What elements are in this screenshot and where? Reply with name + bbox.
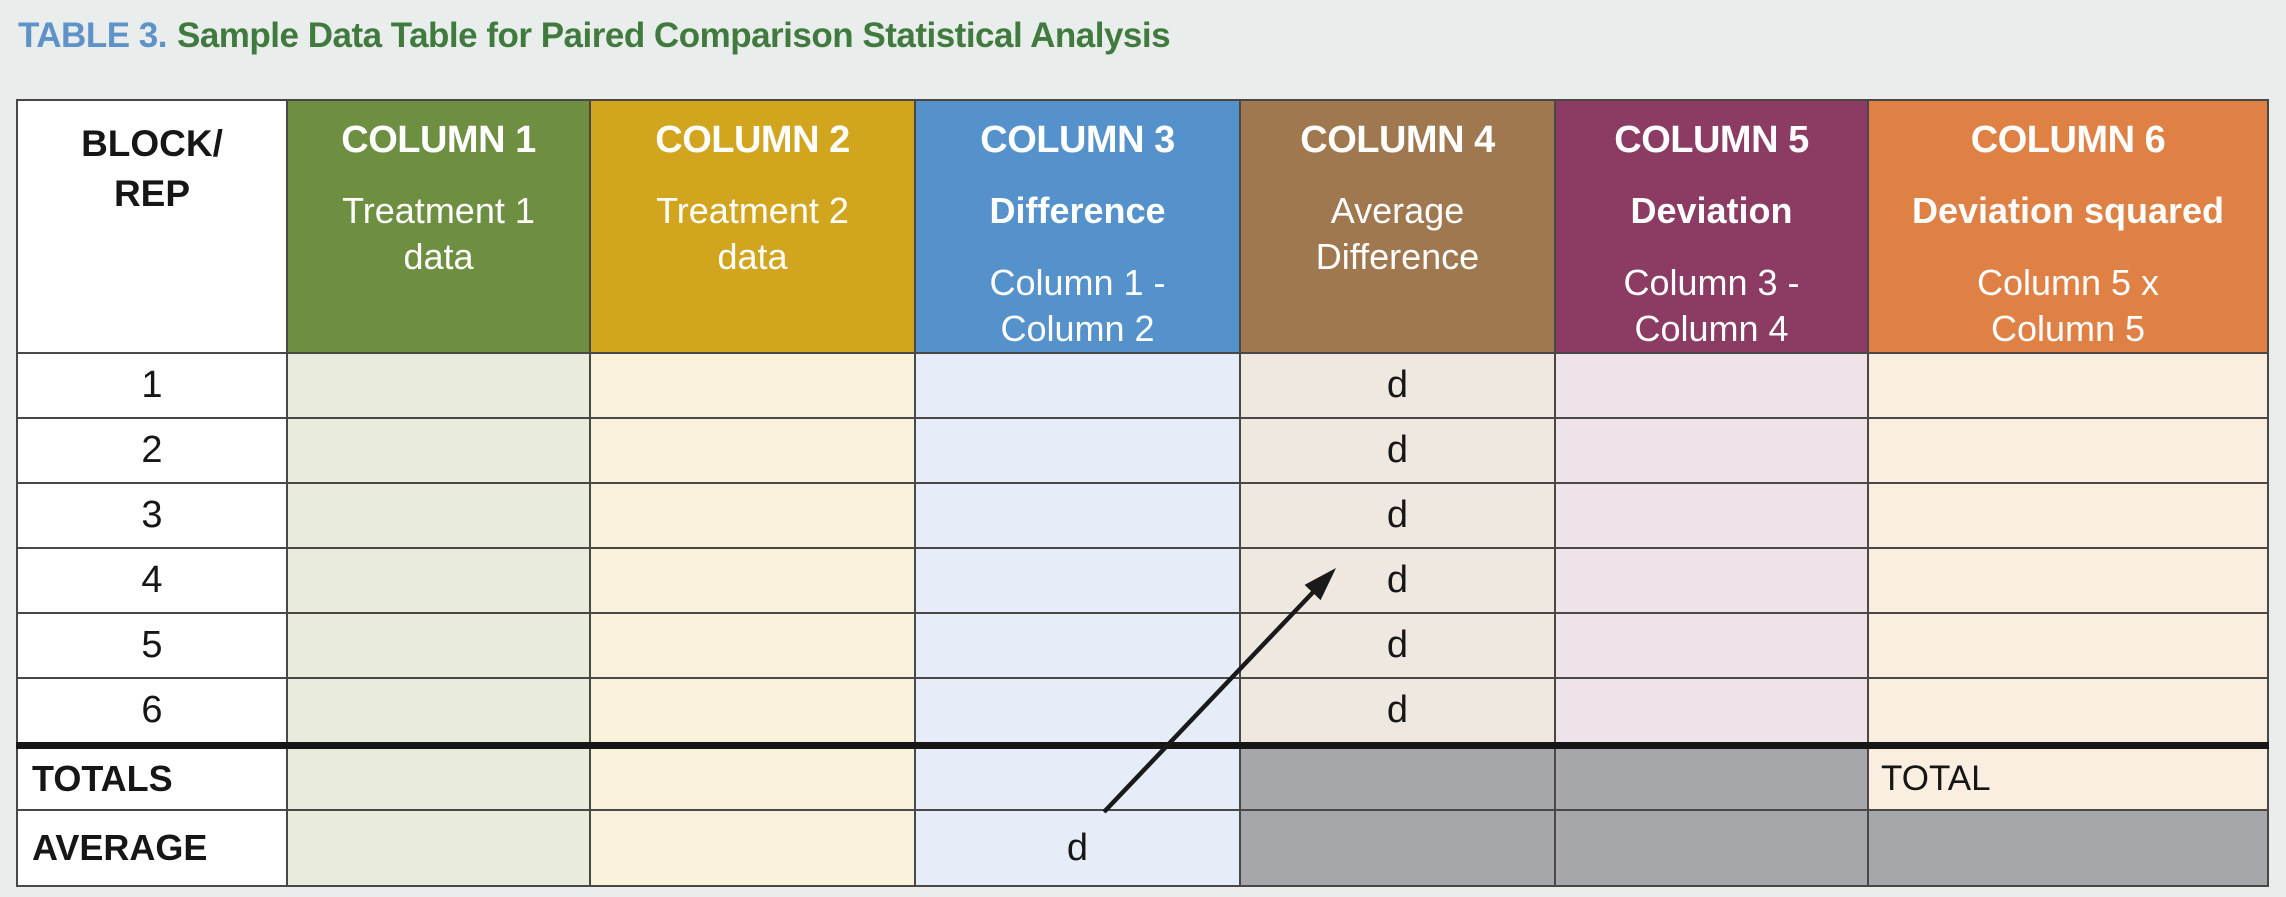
column-2-subtitle: Treatment 2 data — [656, 190, 849, 278]
cell-row6-block: 6 — [16, 677, 288, 747]
cell-row1-col3 — [914, 352, 1241, 420]
cell-row4-col5 — [1554, 547, 1869, 615]
cell-row6-col2 — [589, 677, 916, 747]
cell-row5-col4: d — [1239, 612, 1556, 680]
header-column-5: COLUMN 5 Deviation Column 3 - Column 4 — [1554, 98, 1869, 355]
table-title-text: Sample Data Table for Paired Comparison … — [176, 16, 1171, 55]
table-number-label: TABLE 3. — [18, 16, 167, 55]
cell-row3-col2 — [589, 482, 916, 550]
cell-average-col5 — [1554, 809, 1869, 888]
table-row-2: 2 d — [16, 417, 2269, 485]
header-column-6: COLUMN 6 Deviation squared Column 5 x Co… — [1867, 98, 2269, 355]
cell-row5-block: 5 — [16, 612, 288, 680]
cell-average-col1 — [286, 809, 591, 888]
average-row: AVERAGE d — [16, 809, 2269, 888]
cell-row2-col6 — [1867, 417, 2269, 485]
column-4-subtitle: Average Difference — [1315, 190, 1480, 278]
paired-comparison-table: BLOCK/ REP COLUMN 1 Treatment 1 data COL… — [16, 98, 2269, 888]
cell-row2-col4: d — [1239, 417, 1556, 485]
cell-row2-block: 2 — [16, 417, 288, 485]
cell-row3-col5 — [1554, 482, 1869, 550]
cell-totals-col5 — [1554, 742, 1869, 812]
cell-row6-col4: d — [1239, 677, 1556, 747]
column-6-formula: Column 5 x Column 5 — [1976, 262, 2160, 350]
cell-row3-col6 — [1867, 482, 2269, 550]
cell-totals-col4 — [1239, 742, 1556, 812]
totals-row-label: TOTALS — [16, 742, 288, 812]
cell-row4-col6 — [1867, 547, 2269, 615]
column-3-formula: Column 1 - Column 2 — [989, 262, 1166, 350]
cell-row6-col3 — [914, 677, 1241, 747]
cell-row2-col3 — [914, 417, 1241, 485]
header-column-3: COLUMN 3 Difference Column 1 - Column 2 — [914, 98, 1241, 355]
cell-row6-col6 — [1867, 677, 2269, 747]
table-row-6: 6 d — [16, 677, 2269, 747]
column-1-subtitle: Treatment 1 data — [342, 190, 535, 278]
cell-row4-col2 — [589, 547, 916, 615]
cell-row1-col4: d — [1239, 352, 1556, 420]
average-row-label: AVERAGE — [16, 809, 288, 888]
cell-row1-block: 1 — [16, 352, 288, 420]
cell-row3-block: 3 — [16, 482, 288, 550]
header-row: BLOCK/ REP COLUMN 1 Treatment 1 data COL… — [16, 98, 2269, 355]
cell-row5-col2 — [589, 612, 916, 680]
cell-row1-col1 — [286, 352, 591, 420]
cell-row4-col1 — [286, 547, 591, 615]
cell-totals-col3 — [914, 742, 1241, 812]
cell-row5-col5 — [1554, 612, 1869, 680]
cell-row4-col4: d — [1239, 547, 1556, 615]
table-row-4: 4 d — [16, 547, 2269, 615]
cell-row6-col5 — [1554, 677, 1869, 747]
cell-row4-col3 — [914, 547, 1241, 615]
block-header-line1: BLOCK/ — [81, 123, 223, 164]
cell-row2-col5 — [1554, 417, 1869, 485]
figure-title: TABLE 3. Sample Data Table for Paired Com… — [18, 16, 1171, 56]
cell-row1-col6 — [1867, 352, 2269, 420]
cell-row4-block: 4 — [16, 547, 288, 615]
table-row-1: 1 d — [16, 352, 2269, 420]
column-2-title: COLUMN 2 — [655, 119, 850, 161]
cell-row3-col1 — [286, 482, 591, 550]
table-row-5: 5 d — [16, 612, 2269, 680]
cell-totals-col1 — [286, 742, 591, 812]
cell-row5-col3 — [914, 612, 1241, 680]
column-1-title: COLUMN 1 — [341, 119, 536, 161]
column-6-title: COLUMN 6 — [1970, 119, 2166, 161]
cell-average-col6 — [1867, 809, 2269, 888]
cell-row1-col2 — [589, 352, 916, 420]
cell-row2-col2 — [589, 417, 916, 485]
column-4-title: COLUMN 4 — [1300, 119, 1495, 161]
column-3-subtitle: Difference — [989, 190, 1166, 231]
cell-row5-col6 — [1867, 612, 2269, 680]
column-5-formula: Column 3 - Column 4 — [1623, 262, 1800, 350]
header-block-rep: BLOCK/ REP — [16, 98, 288, 355]
header-column-4: COLUMN 4 Average Difference — [1239, 98, 1556, 355]
cell-average-col4 — [1239, 809, 1556, 888]
cell-row5-col1 — [286, 612, 591, 680]
block-header-line2: REP — [113, 172, 191, 214]
column-5-subtitle: Deviation — [1630, 190, 1793, 231]
cell-totals-col2 — [589, 742, 916, 812]
cell-row1-col5 — [1554, 352, 1869, 420]
totals-row: TOTALS TOTAL — [16, 742, 2269, 812]
column-5-title: COLUMN 5 — [1614, 119, 1809, 161]
cell-row6-col1 — [286, 677, 591, 747]
column-3-title: COLUMN 3 — [980, 119, 1175, 161]
cell-average-col2 — [589, 809, 916, 888]
column-6-subtitle: Deviation squared — [1911, 190, 2225, 231]
cell-row3-col4: d — [1239, 482, 1556, 550]
table-row-3: 3 d — [16, 482, 2269, 550]
cell-average-col3-d: d — [914, 809, 1241, 888]
cell-row3-col3 — [914, 482, 1241, 550]
cell-row2-col1 — [286, 417, 591, 485]
cell-totals-col6-total: TOTAL — [1867, 742, 2269, 812]
header-column-2: COLUMN 2 Treatment 2 data — [589, 98, 916, 355]
header-column-1: COLUMN 1 Treatment 1 data — [286, 98, 591, 355]
